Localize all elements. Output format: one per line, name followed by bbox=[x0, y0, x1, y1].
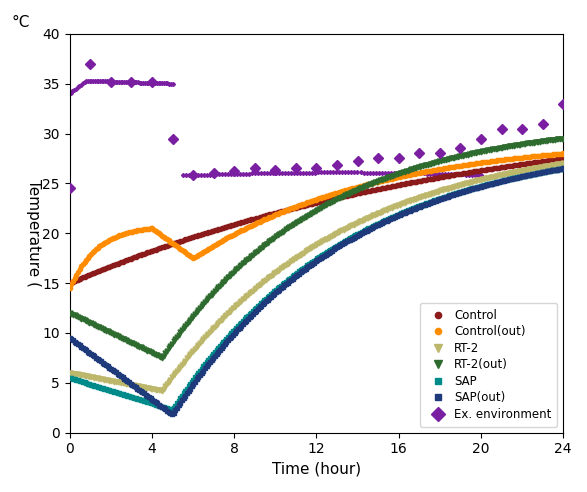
SAP(out) bbox=[370, 224, 377, 230]
Control bbox=[560, 155, 567, 161]
Control bbox=[368, 187, 375, 193]
Ex. environment bbox=[292, 165, 299, 171]
Line: Control(out): Control(out) bbox=[68, 152, 565, 290]
Control(out) bbox=[68, 281, 75, 287]
Ex. environment bbox=[107, 79, 114, 85]
RT-2 bbox=[362, 216, 369, 222]
SAP(out) bbox=[68, 336, 75, 342]
RT-2 bbox=[370, 213, 377, 218]
Ex. environment bbox=[375, 155, 382, 161]
RT-2(out) bbox=[66, 310, 73, 316]
RT-2 bbox=[484, 175, 491, 181]
RT-2(out) bbox=[158, 355, 166, 361]
SAP(out) bbox=[66, 335, 73, 341]
SAP(out) bbox=[515, 174, 522, 180]
Control(out) bbox=[560, 151, 567, 156]
Ex. environment bbox=[477, 136, 484, 142]
Control bbox=[360, 189, 367, 195]
Control(out) bbox=[360, 183, 367, 188]
Ex. environment bbox=[313, 165, 320, 171]
RT-2 bbox=[68, 370, 75, 376]
Ex. environment bbox=[539, 121, 546, 126]
Ex. environment bbox=[436, 151, 443, 156]
SAP(out) bbox=[360, 229, 367, 235]
RT-2 bbox=[515, 168, 522, 174]
Legend: Control, Control(out), RT-2, RT-2(out), SAP, SAP(out), Ex. environment: Control, Control(out), RT-2, RT-2(out), … bbox=[420, 303, 557, 427]
SAP bbox=[68, 375, 75, 381]
Ex. environment bbox=[498, 125, 505, 131]
RT-2(out) bbox=[362, 184, 369, 189]
Line: Control: Control bbox=[68, 156, 565, 285]
SAP bbox=[484, 182, 491, 187]
RT-2(out) bbox=[560, 136, 567, 142]
Ex. environment bbox=[210, 170, 217, 176]
SAP bbox=[560, 165, 567, 171]
Line: RT-2(out): RT-2(out) bbox=[68, 136, 566, 360]
Line: SAP: SAP bbox=[68, 166, 565, 412]
Ex. environment bbox=[395, 155, 402, 161]
Ex. environment bbox=[416, 151, 423, 156]
Line: RT-2: RT-2 bbox=[68, 161, 566, 393]
Line: SAP(out): SAP(out) bbox=[68, 166, 565, 416]
Ex. environment bbox=[354, 158, 361, 164]
X-axis label: Time (hour): Time (hour) bbox=[272, 462, 361, 477]
Control(out) bbox=[514, 155, 521, 161]
Control(out) bbox=[358, 183, 365, 189]
SAP(out) bbox=[362, 228, 369, 234]
Control bbox=[66, 280, 73, 286]
SAP bbox=[515, 174, 522, 180]
SAP(out) bbox=[168, 411, 176, 417]
Ex. environment bbox=[190, 173, 197, 179]
RT-2(out) bbox=[515, 142, 522, 148]
Y-axis label: Temperature (: Temperature ( bbox=[26, 179, 41, 287]
Control bbox=[68, 279, 75, 285]
Control bbox=[514, 162, 521, 168]
Ex. environment bbox=[251, 165, 258, 171]
RT-2(out) bbox=[68, 311, 75, 317]
SAP bbox=[168, 407, 176, 413]
SAP bbox=[370, 223, 377, 229]
Ex. environment bbox=[149, 79, 156, 85]
RT-2(out) bbox=[360, 184, 367, 190]
Text: °C: °C bbox=[11, 15, 29, 30]
RT-2(out) bbox=[370, 180, 377, 186]
Ex. environment bbox=[128, 79, 135, 85]
SAP bbox=[360, 228, 367, 234]
Ex. environment bbox=[169, 136, 176, 142]
SAP bbox=[362, 227, 369, 233]
Ex. environment bbox=[457, 146, 464, 152]
Line: Ex. environment: Ex. environment bbox=[66, 60, 566, 192]
RT-2 bbox=[560, 160, 567, 166]
Ex. environment bbox=[333, 162, 340, 168]
Control bbox=[482, 167, 489, 173]
Ex. environment bbox=[560, 101, 567, 107]
SAP bbox=[66, 375, 73, 381]
RT-2 bbox=[158, 388, 166, 394]
Control(out) bbox=[482, 159, 489, 165]
SAP(out) bbox=[560, 165, 567, 171]
Ex. environment bbox=[87, 61, 94, 66]
RT-2 bbox=[66, 370, 73, 376]
Control(out) bbox=[66, 285, 73, 291]
Ex. environment bbox=[518, 125, 525, 131]
RT-2(out) bbox=[484, 148, 491, 154]
Control(out) bbox=[368, 180, 375, 186]
SAP(out) bbox=[484, 182, 491, 188]
Ex. environment bbox=[272, 167, 279, 173]
Ex. environment bbox=[231, 168, 238, 174]
Control bbox=[358, 189, 365, 195]
Ex. environment bbox=[66, 185, 73, 191]
RT-2 bbox=[360, 217, 367, 223]
